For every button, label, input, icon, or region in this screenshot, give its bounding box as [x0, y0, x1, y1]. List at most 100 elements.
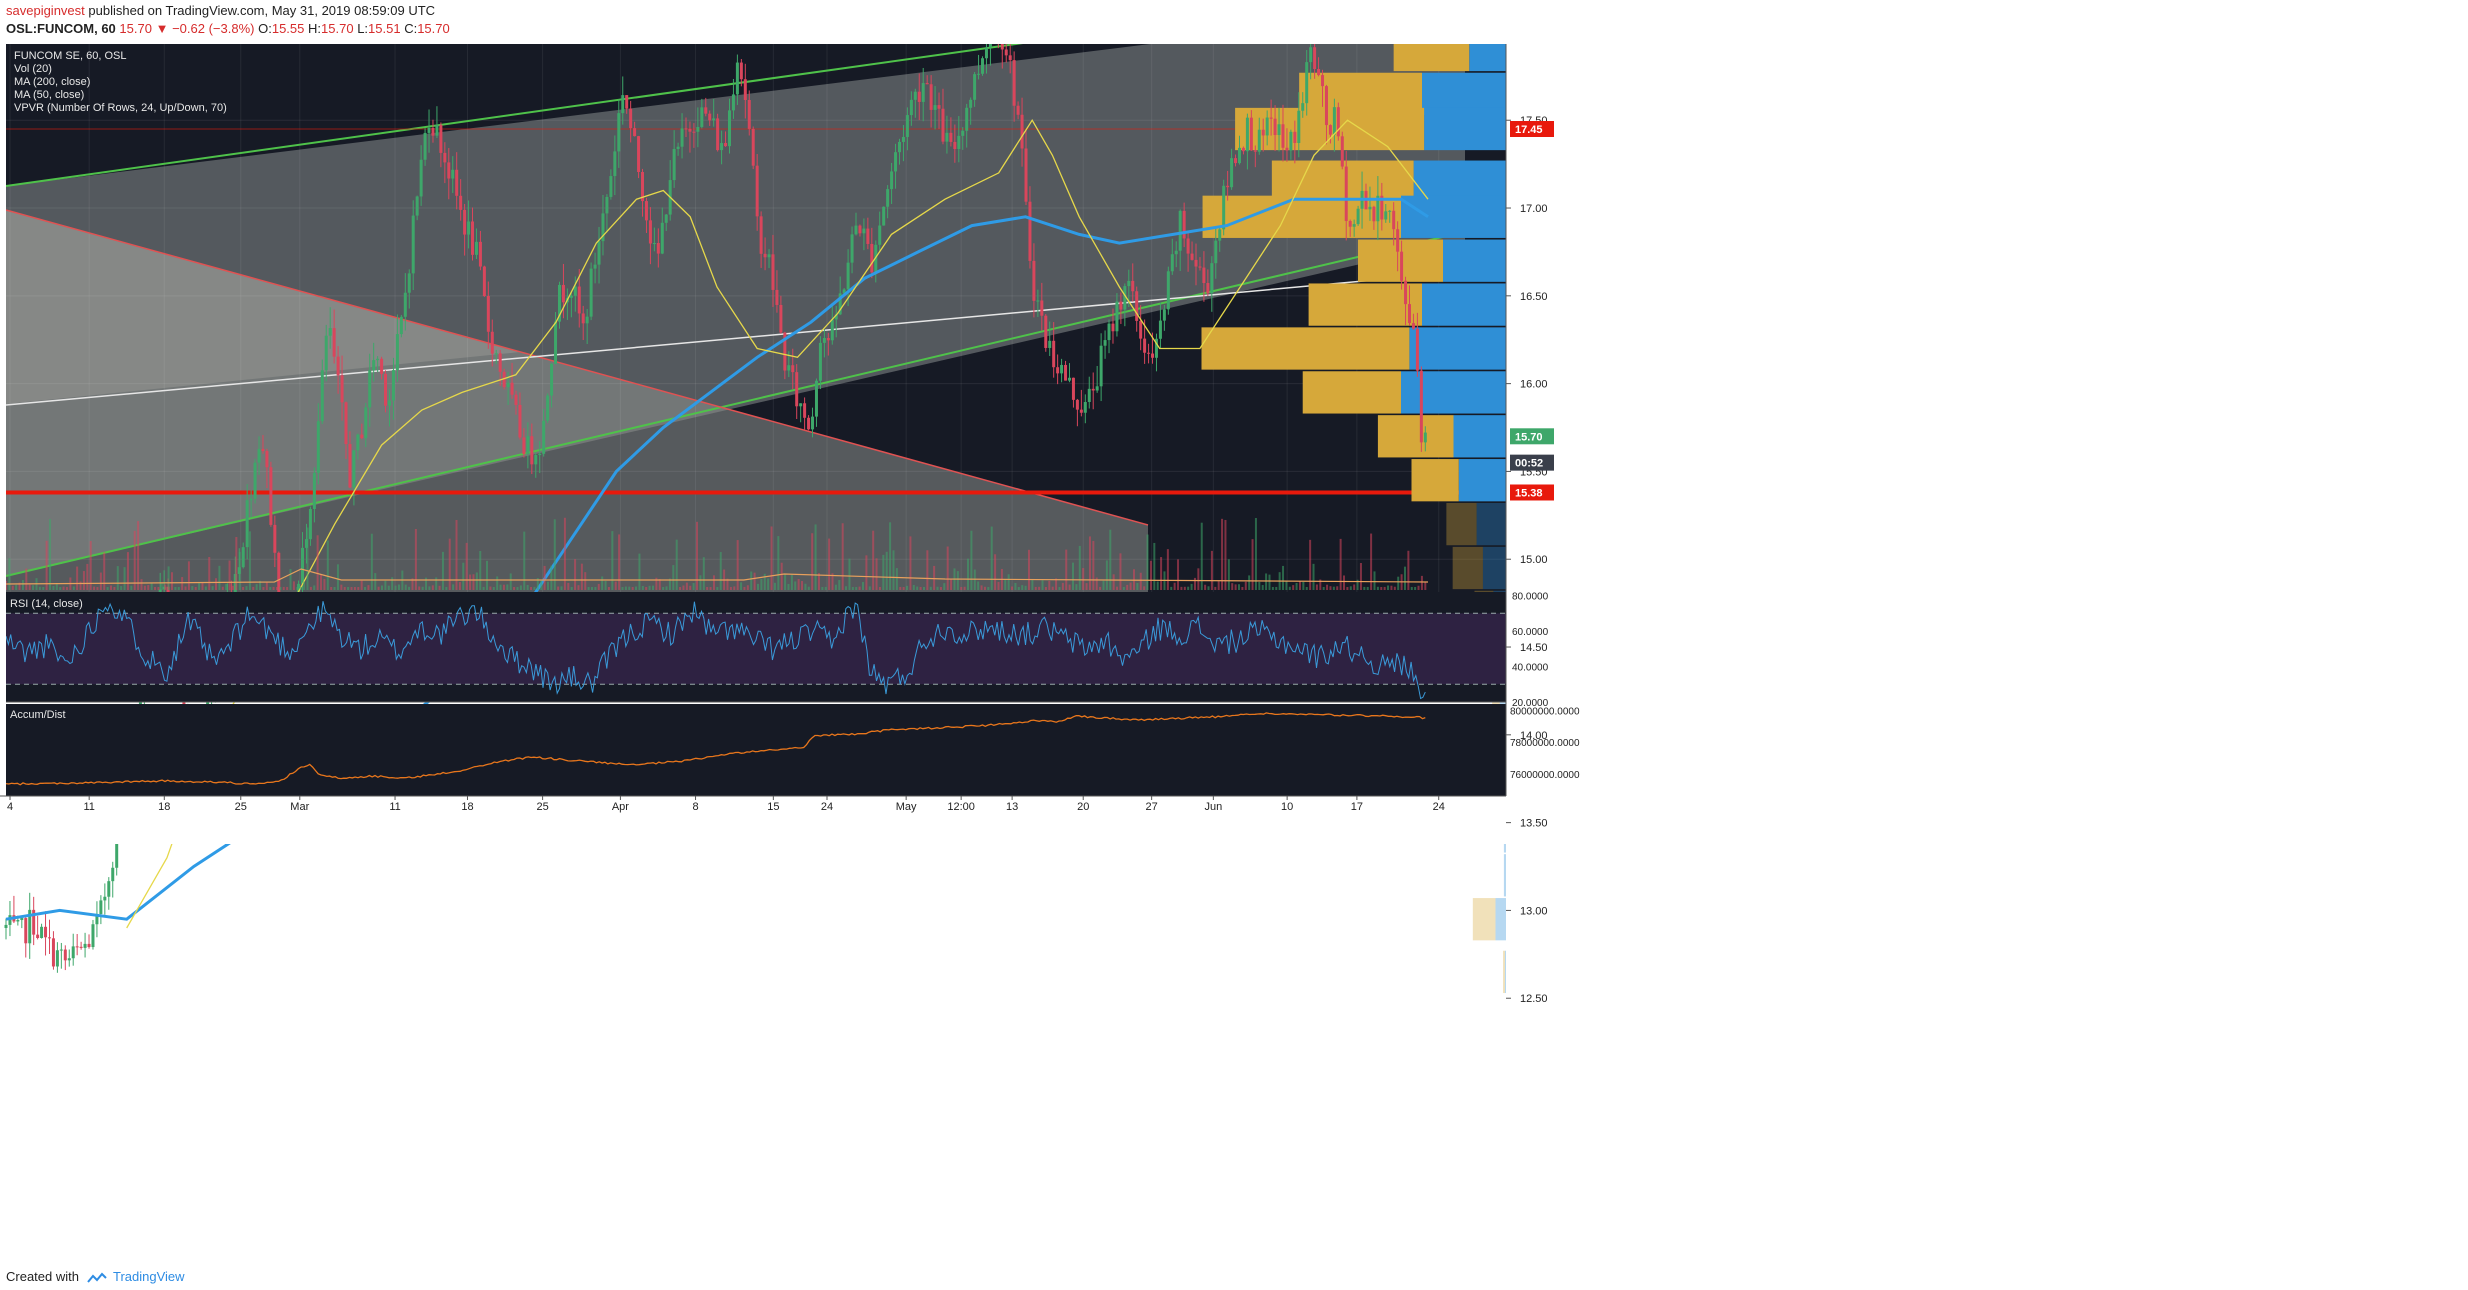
volume-bar [719, 552, 722, 590]
candle-down [24, 918, 28, 944]
candle-up [301, 547, 305, 584]
close-label: C: [404, 21, 418, 36]
volume-bar [387, 585, 390, 590]
candle-down [439, 124, 443, 153]
candle-up [91, 924, 95, 948]
axes: 18.5018.0017.5017.0016.5016.0015.5015.00… [0, 44, 2468, 1005]
candle-up [838, 293, 842, 315]
volume-bar [875, 558, 878, 590]
candle-down [490, 331, 494, 354]
candle-down [1186, 238, 1190, 254]
candle-down [514, 394, 518, 405]
candle-up [4, 924, 8, 928]
rsi-legend: RSI (14, close) [10, 598, 83, 610]
volume-bar [882, 554, 885, 590]
candle-up [99, 900, 103, 914]
white-support-line [5, 267, 1507, 406]
volume-bar [1346, 586, 1349, 590]
volume-bar [462, 562, 465, 590]
volume-bar [801, 581, 804, 590]
volume-bar [1180, 586, 1183, 590]
volume-bar [1139, 572, 1142, 590]
candle-down [1415, 328, 1419, 371]
volume-bar [1373, 571, 1376, 590]
publisher-name[interactable]: savepiginvest [6, 3, 85, 18]
candle-down [763, 253, 767, 258]
volume-bar [367, 585, 370, 590]
candle-up [969, 99, 973, 108]
volume-bar [994, 554, 997, 590]
candle-down [1328, 125, 1332, 135]
volume-bar [817, 573, 820, 590]
candle-down [1075, 399, 1079, 410]
rsi-pane[interactable] [5, 592, 1506, 703]
volume-bar [380, 585, 383, 590]
volume-bar [740, 582, 743, 590]
volume-bar [79, 581, 82, 590]
candle-up [403, 292, 407, 317]
volume-bar [1160, 557, 1163, 590]
candle-up [312, 472, 316, 509]
volume-bar [110, 585, 113, 590]
candle-down [1000, 44, 1004, 50]
candle-down [510, 382, 514, 395]
candle-down [1182, 210, 1186, 239]
volume-bar [357, 586, 360, 590]
time-axis-label: Jun [1204, 801, 1222, 813]
accum-dist-pane[interactable] [5, 704, 1506, 796]
vpvr-up-bar [1503, 854, 1506, 897]
candle-down [1079, 409, 1083, 413]
volume-bar [469, 574, 472, 590]
candle-up [1309, 47, 1313, 63]
volume-bar [262, 587, 265, 590]
candle-up [799, 403, 803, 407]
volume-bar [865, 555, 868, 590]
candle-up [546, 395, 550, 421]
candle-down [344, 402, 348, 445]
candle-down [1012, 60, 1016, 106]
volume-bar [1407, 550, 1410, 590]
volume-bar [333, 586, 336, 590]
volume-bar [1332, 586, 1335, 590]
candle-up [589, 268, 593, 317]
candle-up [573, 286, 577, 296]
volume-bar [1254, 518, 1257, 590]
volume-bar [1187, 586, 1190, 590]
candle-up [1123, 286, 1127, 310]
candle-down [866, 228, 870, 244]
candle-down [1194, 259, 1198, 267]
vpvr-up-bar [1453, 415, 1506, 458]
volume-bar [275, 586, 278, 590]
time-axis-label: Apr [612, 801, 629, 813]
candle-up [613, 151, 617, 177]
candle-down [1190, 253, 1194, 260]
candle-up [890, 171, 894, 190]
volume-bar [906, 585, 909, 590]
volume-bar [963, 586, 966, 590]
volume-bar [1319, 579, 1322, 590]
volume-bar [1136, 582, 1139, 590]
candle-down [771, 254, 775, 290]
chart-header: savepiginvest published on TradingView.c… [0, 0, 2468, 44]
candle-up [1376, 195, 1380, 222]
vpvr-up-bar [1401, 195, 1506, 238]
candle-up [316, 421, 320, 473]
candle-up [1103, 340, 1107, 346]
volume-bar [106, 586, 109, 590]
candle-down [360, 434, 364, 439]
vpvr-up-bar [1482, 546, 1506, 590]
volume-bar [45, 540, 48, 590]
candle-up [1257, 129, 1261, 152]
tradingview-brand[interactable]: TradingView [113, 1269, 185, 1284]
candle-down [1336, 107, 1340, 137]
chart-canvas[interactable]: 18.5018.0017.5017.0016.5016.0015.5015.00… [0, 44, 2468, 1262]
candle-down [656, 243, 660, 254]
candle-up [984, 47, 988, 59]
volume-bar [584, 572, 587, 590]
volume-bar [1312, 563, 1315, 590]
volume-bar [1048, 580, 1051, 590]
candle-up [988, 44, 992, 48]
candle-down [625, 95, 629, 109]
volume-bar [1410, 586, 1413, 590]
